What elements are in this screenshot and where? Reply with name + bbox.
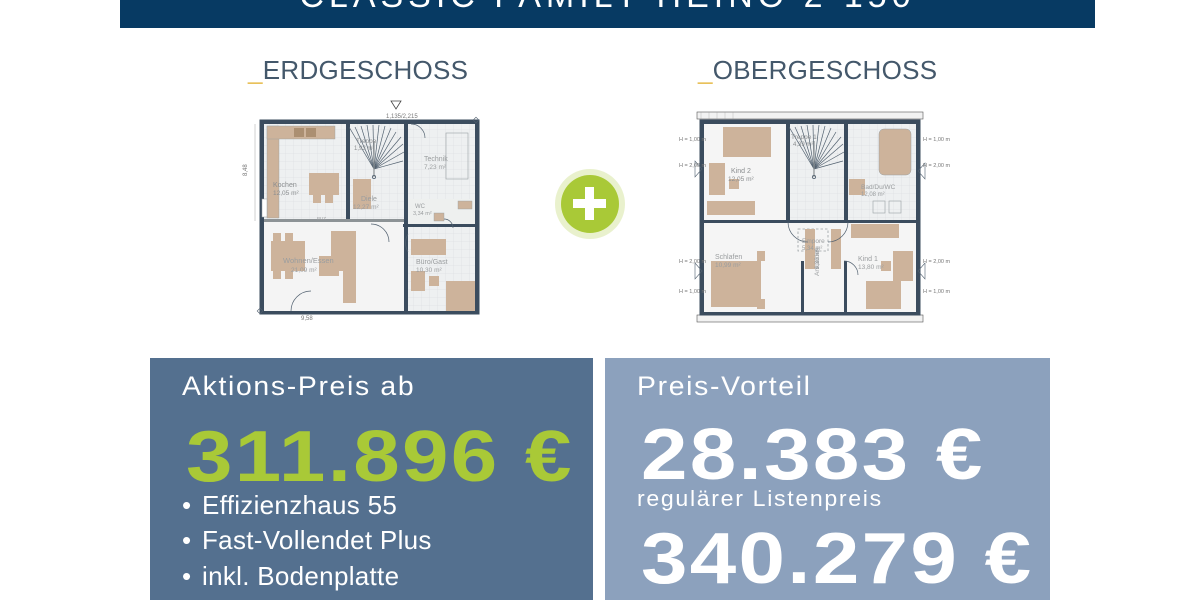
svg-text:Kind 2: Kind 2 [731, 168, 751, 175]
svg-text:H = 1,00 m: H = 1,00 m [679, 289, 706, 295]
svg-text:12,08 m²: 12,08 m² [861, 192, 885, 198]
svg-text:H = 1,00 m: H = 1,00 m [923, 137, 950, 143]
svg-text:12,27 m²: 12,27 m² [353, 204, 379, 211]
svg-text:7,23 m²: 7,23 m² [424, 164, 447, 171]
svg-text:Bad/Du/WC: Bad/Du/WC [861, 184, 896, 191]
svg-text:Treppe 1: Treppe 1 [791, 134, 817, 141]
svg-text:21,09 m²: 21,09 m² [291, 267, 317, 274]
svg-text:10,30 m²: 10,30 m² [416, 267, 442, 274]
svg-text:1,135/2,215: 1,135/2,215 [386, 114, 418, 120]
svg-text:4,39 m²: 4,39 m² [793, 142, 813, 148]
svg-text:3,34 m²: 3,34 m² [413, 211, 432, 217]
svg-text:H = 2,00 m: H = 2,00 m [679, 259, 706, 265]
svg-text:H = 2,00 m: H = 2,00 m [923, 259, 950, 265]
svg-text:Diele: Diele [361, 196, 377, 203]
svg-text:8,48: 8,48 [243, 164, 249, 176]
svg-text:H = 2,00 m: H = 2,00 m [923, 163, 950, 169]
svg-text:Kochen: Kochen [273, 182, 297, 189]
svg-text:BUZ: BUZ [317, 216, 326, 221]
svg-text:WC: WC [415, 204, 426, 210]
svg-text:Schlafen: Schlafen [715, 254, 742, 261]
svg-text:Kind 1: Kind 1 [858, 256, 878, 263]
svg-text:12,05 m²: 12,05 m² [273, 190, 299, 197]
svg-text:Technik: Technik [424, 156, 448, 163]
svg-text:Büro/Gast: Büro/Gast [416, 259, 448, 266]
svg-text:9,33 m²: 9,33 m² [815, 249, 821, 269]
svg-text:13,80 m²: 13,80 m² [858, 264, 884, 271]
svg-text:Treppe: Treppe [356, 138, 377, 145]
svg-text:9,58: 9,58 [301, 316, 313, 322]
svg-text:12,05 m²: 12,05 m² [728, 176, 754, 183]
svg-text:Empore: Empore [802, 238, 825, 245]
svg-text:10,99 m²: 10,99 m² [715, 262, 741, 269]
svg-text:Wohnen/Essen: Wohnen/Essen [283, 256, 334, 265]
svg-text:1,93 m²: 1,93 m² [354, 146, 374, 152]
svg-text:H = 2,00 m: H = 2,00 m [679, 163, 706, 169]
svg-text:H = 1,00 m: H = 1,00 m [923, 289, 950, 295]
svg-text:H = 1,00 m: H = 1,00 m [679, 137, 706, 143]
